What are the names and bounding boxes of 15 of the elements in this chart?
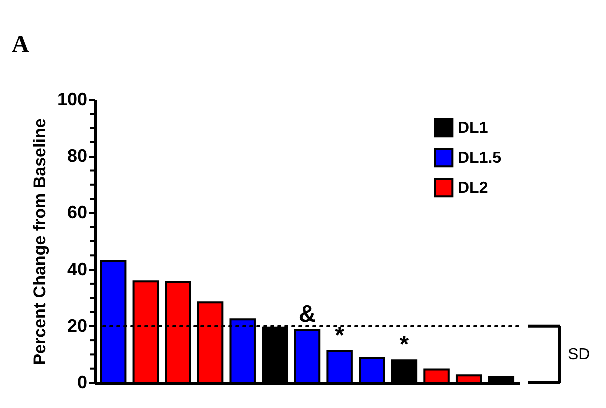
annotation: *	[335, 322, 346, 350]
text: SD	[568, 346, 590, 364]
y-tick-label: 100	[57, 90, 88, 110]
y-tick-label: 20	[67, 316, 88, 336]
y-tick-label: 60	[67, 202, 88, 223]
legend-label: DL1	[458, 120, 488, 137]
y-tick-label: 80	[67, 146, 88, 166]
y-tick-label: 0	[77, 372, 88, 392]
y-axis-title: Percent Change from Baseline	[30, 118, 50, 366]
annotation: *	[400, 332, 410, 359]
legend-label: DL1.5	[458, 150, 502, 167]
legend-label: DL2	[458, 180, 488, 197]
annotation: &	[298, 301, 316, 328]
chart-title: A	[12, 32, 30, 58]
y-tick-label: 40	[67, 259, 88, 280]
